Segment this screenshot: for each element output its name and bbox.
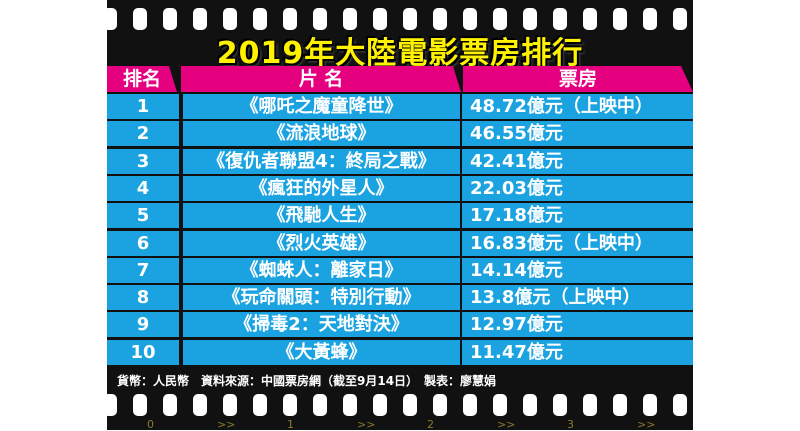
- cell-rank: 5: [107, 203, 179, 229]
- cell-rank: 10: [107, 339, 179, 365]
- sprocket-hole: [403, 8, 417, 30]
- sprocket-hole: [193, 8, 207, 30]
- cell-film: 《流浪地球》: [183, 121, 460, 147]
- table-row: 10 《大黃蜂》 11.47億元: [107, 339, 693, 365]
- sprocket-hole: [493, 8, 507, 30]
- sprocket-hole: [313, 8, 327, 30]
- header-rank: 排名: [107, 66, 177, 92]
- cell-film: 《哪吒之魔童降世》: [183, 94, 460, 119]
- sprocket-hole: [553, 394, 567, 416]
- sprocket-hole: [673, 394, 687, 416]
- cell-box: 17.18億元: [462, 203, 693, 229]
- cell-film: 《蜘蛛人：離家日》: [183, 257, 460, 283]
- sprocket-hole: [523, 394, 537, 416]
- cell-box: 48.72億元（上映中）: [462, 94, 693, 119]
- sprocket-hole: [523, 8, 537, 30]
- cell-box: 12.97億元: [462, 312, 693, 338]
- cell-film: 《瘋狂的外星人》: [183, 175, 460, 201]
- sprocket-hole: [133, 394, 147, 416]
- sprocket-hole: [463, 8, 477, 30]
- sprocket-hole: [253, 394, 267, 416]
- cell-rank: 9: [107, 312, 179, 338]
- sprocket-hole: [163, 8, 177, 30]
- header-film: 片 名: [181, 66, 461, 92]
- table-row: 9 《掃毒2：天地對決》 12.97億元: [107, 312, 693, 338]
- sprocket-hole: [403, 394, 417, 416]
- footer-note: 貨幣：人民幣 資料來源：中國票房網（截至9月14日） 製表：廖慧娟: [117, 374, 497, 388]
- sprocket-hole: [463, 394, 477, 416]
- table-row: 2 《流浪地球》 46.55億元: [107, 121, 693, 147]
- sprocket-hole: [193, 394, 207, 416]
- sprocket-hole: [643, 394, 657, 416]
- frame-number: >>: [217, 418, 236, 431]
- frame-number: >>: [637, 418, 656, 431]
- sprocket-hole: [433, 394, 447, 416]
- table-row: 5 《飛馳人生》 17.18億元: [107, 203, 693, 229]
- cell-box: 13.8億元（上映中）: [462, 285, 693, 311]
- cell-box: 11.47億元: [462, 339, 693, 365]
- frame-number: 3: [567, 418, 574, 431]
- sprocket-hole: [373, 8, 387, 30]
- cell-film: 《烈火英雄》: [183, 230, 460, 256]
- frame-number: 2: [427, 418, 434, 431]
- table-row: 6 《烈火英雄》 16.83億元（上映中）: [107, 230, 693, 256]
- table-row: 1 《哪吒之魔童降世》 48.72億元（上映中）: [107, 94, 693, 119]
- cell-film: 《玩命關頭：特別行動》: [183, 285, 460, 311]
- sprocket-hole: [373, 394, 387, 416]
- sprocket-hole: [613, 8, 627, 30]
- film-strip: 2019年大陸電影票房排行 排名 片 名 票房 1 《哪吒之魔童降世》 48.72億…: [103, 0, 693, 431]
- cell-film: 《飛馳人生》: [183, 203, 460, 229]
- sprocket-hole: [133, 8, 147, 30]
- sprocket-hole: [553, 8, 567, 30]
- sprocket-holes-bottom: [103, 394, 693, 416]
- sprocket-hole: [583, 8, 597, 30]
- header-box-office: 票房: [463, 66, 693, 92]
- film-frame-numbers: 0 >> 1 >> 2 >> 3 >>: [107, 418, 693, 431]
- sprocket-hole: [673, 8, 687, 30]
- cell-rank: 7: [107, 257, 179, 283]
- frame-number: 0: [147, 418, 154, 431]
- sprocket-hole: [283, 8, 297, 30]
- cell-rank: 4: [107, 175, 179, 201]
- sprocket-hole: [433, 8, 447, 30]
- sprocket-hole: [643, 8, 657, 30]
- cell-box: 42.41億元: [462, 148, 693, 174]
- frame-number: >>: [497, 418, 516, 431]
- sprocket-hole: [313, 394, 327, 416]
- table-row: 7 《蜘蛛人：離家日》 14.14億元: [107, 257, 693, 283]
- sprocket-hole: [583, 394, 597, 416]
- sprocket-hole: [343, 394, 357, 416]
- cell-film: 《大黃蜂》: [183, 339, 460, 365]
- frame-number: 1: [287, 418, 294, 431]
- sprocket-hole: [163, 394, 177, 416]
- cell-rank: 3: [107, 148, 179, 174]
- sprocket-hole: [223, 8, 237, 30]
- sprocket-hole: [223, 394, 237, 416]
- cell-box: 16.83億元（上映中）: [462, 230, 693, 256]
- cell-film: 《掃毒2：天地對決》: [183, 312, 460, 338]
- page-title: 2019年大陸電影票房排行: [216, 36, 584, 71]
- sprocket-hole: [343, 8, 357, 30]
- cell-rank: 1: [107, 94, 179, 119]
- frame-number: >>: [357, 418, 376, 431]
- sprocket-hole: [493, 394, 507, 416]
- sprocket-hole: [283, 394, 297, 416]
- table-row: 4 《瘋狂的外星人》 22.03億元: [107, 175, 693, 201]
- cell-box: 46.55億元: [462, 121, 693, 147]
- table-row: 8 《玩命關頭：特別行動》 13.8億元（上映中）: [107, 285, 693, 311]
- cell-box: 22.03億元: [462, 175, 693, 201]
- sprocket-hole: [103, 8, 117, 30]
- sprocket-holes-top: [103, 8, 693, 30]
- table-row: 3 《復仇者聯盟4：終局之戰》 42.41億元: [107, 148, 693, 174]
- cell-rank: 8: [107, 285, 179, 311]
- cell-box: 14.14億元: [462, 257, 693, 283]
- sprocket-hole: [613, 394, 627, 416]
- cell-rank: 2: [107, 121, 179, 147]
- sprocket-hole: [253, 8, 267, 30]
- cell-rank: 6: [107, 230, 179, 256]
- cell-film: 《復仇者聯盟4：終局之戰》: [183, 148, 460, 174]
- sprocket-hole: [103, 394, 117, 416]
